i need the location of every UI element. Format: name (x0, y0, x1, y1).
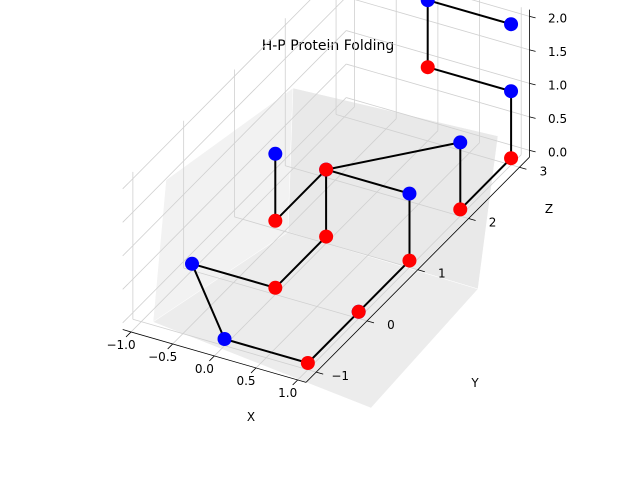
grid-line (285, 165, 469, 219)
residue-h-marker (453, 135, 468, 150)
grid-line (122, 97, 347, 324)
x-tick-label: 0.0 (195, 362, 214, 376)
grid-line (122, 0, 311, 190)
y-tick (519, 166, 527, 170)
y-tick-label: 0 (387, 318, 395, 332)
residue-h-marker (504, 17, 519, 32)
z-tick-label: 2.0 (548, 11, 567, 25)
residue-p-marker (402, 253, 417, 268)
y-tick (316, 371, 324, 375)
y-tick-label: 2 (489, 216, 497, 230)
chart-title: H-P Protein Folding (262, 38, 395, 54)
y-tick (366, 320, 375, 324)
grid-line (346, 63, 530, 118)
x-tick (250, 367, 257, 374)
z-tick (529, 149, 536, 153)
residue-p-marker (268, 213, 283, 228)
grid-line (471, 0, 530, 17)
residue-h-marker (504, 84, 519, 99)
y-tick-label: 3 (540, 164, 548, 178)
residue-p-marker (268, 280, 283, 295)
y-tick (417, 269, 425, 273)
z-tick (529, 82, 536, 86)
residue-p-marker (420, 60, 435, 75)
grid-line (122, 30, 347, 257)
z-axis-label: Z (545, 202, 553, 216)
grid-line (354, 0, 530, 51)
tick-marks (125, 15, 536, 386)
residue-p-marker (351, 304, 366, 319)
x-tick (125, 331, 132, 338)
grid-line (346, 97, 530, 151)
z-tick (529, 15, 536, 19)
y-tick-label: 1 (438, 267, 446, 281)
grid-line (122, 63, 347, 290)
residue-markers (185, 0, 519, 370)
z-tick (529, 116, 536, 119)
y-tick-label: −1 (331, 369, 349, 383)
y-axis-line (305, 156, 530, 383)
residue-h-marker (402, 186, 417, 201)
z-tick-label: 0.5 (548, 112, 567, 126)
residue-p-marker (300, 356, 315, 370)
y-tick (468, 218, 476, 221)
x-tick (209, 355, 215, 362)
grid-line (335, 114, 520, 168)
grid-line (122, 0, 344, 223)
x-tick-label: 1.0 (278, 386, 297, 400)
z-tick-label: 1.0 (548, 78, 567, 92)
residue-h-marker (185, 256, 199, 271)
x-axis-label: X (247, 410, 255, 424)
residue-p-marker (453, 202, 468, 217)
z-tick (529, 49, 536, 52)
grid-line (346, 30, 530, 84)
residue-p-marker (504, 151, 519, 166)
residue-p-marker (319, 162, 334, 177)
y-axis-label: Y (470, 376, 479, 390)
z-tick-label: 0.0 (548, 145, 567, 159)
z-tick-label: 1.5 (548, 45, 567, 59)
x-tick-label: 0.5 (236, 374, 255, 388)
x-tick (292, 379, 298, 386)
x-tick-label: −0.5 (148, 350, 177, 364)
residue-h-marker (217, 332, 232, 346)
residue-h-marker (268, 146, 283, 161)
residue-h-marker (420, 0, 435, 8)
x-tick-label: −1.0 (106, 338, 135, 352)
x-tick (167, 343, 173, 350)
residue-p-marker (319, 229, 334, 244)
